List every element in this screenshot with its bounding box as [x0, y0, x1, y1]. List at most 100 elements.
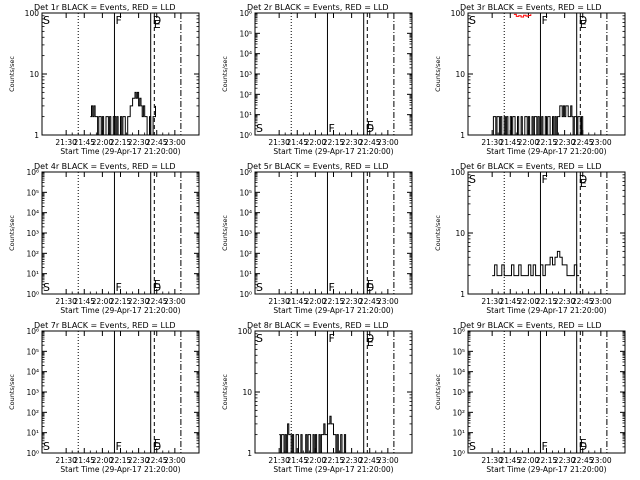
x-axis-label: Start Time (29-Apr-17 21:20:00) [60, 306, 180, 315]
x-tick-label: 22:15 [536, 456, 558, 465]
x-axis-label: Start Time (29-Apr-17 21:20:00) [486, 147, 606, 156]
marker-label-s: S [469, 440, 476, 453]
x-tick-label: 22:15 [536, 138, 558, 147]
marker-label-e: E [154, 18, 161, 31]
y-axis-label: Counts/sec [221, 56, 229, 92]
marker-label-d: D [153, 281, 161, 294]
y-tick-label: 10⁵ [452, 347, 465, 356]
marker-label-f: F [115, 440, 121, 453]
marker-label-f: F [115, 14, 121, 27]
x-tick-label: 22:45 [572, 297, 594, 306]
y-tick-label: 100 [451, 168, 466, 177]
x-tick-label: 22:30 [128, 297, 150, 306]
marker-label-d: D [366, 332, 374, 345]
marker-label-e: E [367, 119, 374, 132]
x-tick-label: 22:45 [572, 138, 594, 147]
marker-label-e: E [154, 278, 161, 291]
x-axis-label: Start Time (29-Apr-17 21:20:00) [486, 306, 606, 315]
x-tick-label: 21:30 [481, 138, 503, 147]
series-line-0 [492, 105, 584, 136]
x-tick-label: 21:45 [286, 297, 308, 306]
y-tick-label: 10⁰ [26, 290, 39, 299]
x-axis-label: Start Time (29-Apr-17 21:20:00) [60, 147, 180, 156]
x-tick-label: 22:15 [323, 297, 345, 306]
x-tick-label: 22:30 [554, 456, 576, 465]
y-tick-label: 10⁵ [26, 347, 39, 356]
y-tick-label: 10 [455, 70, 465, 79]
x-tick-label: 22:00 [305, 456, 327, 465]
panel-title: Det 5r BLACK = Events, RED = LLD [247, 162, 389, 171]
x-tick-label: 23:00 [164, 138, 186, 147]
x-tick-label: 22:30 [341, 456, 363, 465]
x-tick-label: 22:00 [305, 138, 327, 147]
y-tick-label: 10⁵ [26, 188, 39, 197]
y-tick-label: 10 [242, 388, 252, 397]
marker-label-d: D [579, 173, 587, 186]
x-tick-label: 22:30 [341, 138, 363, 147]
y-tick-label: 10² [452, 408, 465, 417]
y-axis-label: Counts/sec [434, 215, 442, 251]
y-tick-label: 10³ [239, 229, 252, 238]
marker-label-d: D [579, 14, 587, 27]
plot-frame [41, 171, 200, 295]
y-tick-label: 10¹ [452, 429, 465, 438]
marker-label-f: F [328, 122, 334, 135]
plot-frame [467, 330, 626, 454]
y-tick-label: 10 [29, 70, 39, 79]
y-axis-label: Counts/sec [221, 215, 229, 251]
y-axis-label: Counts/sec [8, 215, 16, 251]
x-tick-label: 22:30 [128, 138, 150, 147]
y-tick-label: 10⁰ [239, 290, 252, 299]
marker-label-s: S [43, 281, 50, 294]
y-tick-label: 1 [247, 449, 252, 458]
marker-label-f: F [541, 14, 547, 27]
x-tick-label: 22:00 [518, 456, 540, 465]
x-tick-label: 22:15 [323, 138, 345, 147]
plot-frame [254, 171, 413, 295]
y-tick-label: 10² [239, 249, 252, 258]
panel-title: Det 1r BLACK = Events, RED = LLD [34, 3, 176, 12]
y-tick-label: 10⁰ [26, 449, 39, 458]
x-tick-label: 21:45 [286, 138, 308, 147]
marker-label-s: S [469, 173, 476, 186]
marker-label-d: D [579, 440, 587, 453]
y-tick-label: 10 [455, 229, 465, 238]
plot-frame [41, 330, 200, 454]
marker-label-s: S [469, 14, 476, 27]
marker-label-d: D [366, 281, 374, 294]
x-axis-label: Start Time (29-Apr-17 21:20:00) [273, 465, 393, 474]
x-tick-label: 22:30 [554, 297, 576, 306]
marker-label-e: E [580, 18, 587, 31]
x-tick-label: 23:00 [164, 456, 186, 465]
marker-label-s: S [43, 440, 50, 453]
x-tick-label: 21:30 [268, 138, 290, 147]
y-tick-label: 10⁶ [26, 327, 39, 336]
y-tick-label: 10⁴ [239, 50, 252, 59]
series-line-1 [513, 13, 532, 18]
marker-label-d: D [366, 122, 374, 135]
y-tick-label: 1 [460, 290, 465, 299]
x-tick-label: 22:15 [536, 297, 558, 306]
y-axis-label: Counts/sec [434, 56, 442, 92]
y-tick-label: 10⁰ [452, 449, 465, 458]
x-tick-label: 21:45 [73, 456, 95, 465]
panel-title: Det 9r BLACK = Events, RED = LLD [460, 321, 602, 330]
x-tick-label: 22:00 [518, 297, 540, 306]
x-tick-label: 21:30 [55, 138, 77, 147]
y-tick-label: 10⁶ [239, 9, 252, 18]
plot-frame [254, 12, 413, 136]
marker-label-e: E [367, 336, 374, 349]
x-tick-label: 23:00 [590, 138, 612, 147]
marker-label-f: F [328, 281, 334, 294]
x-tick-label: 22:00 [518, 138, 540, 147]
marker-label-f: F [328, 332, 334, 345]
panel-title: Det 6r BLACK = Events, RED = LLD [460, 162, 602, 171]
panel-title: Det 7r BLACK = Events, RED = LLD [34, 321, 176, 330]
x-tick-label: 22:45 [146, 456, 168, 465]
x-tick-label: 23:00 [377, 297, 399, 306]
marker-label-d: D [153, 14, 161, 27]
